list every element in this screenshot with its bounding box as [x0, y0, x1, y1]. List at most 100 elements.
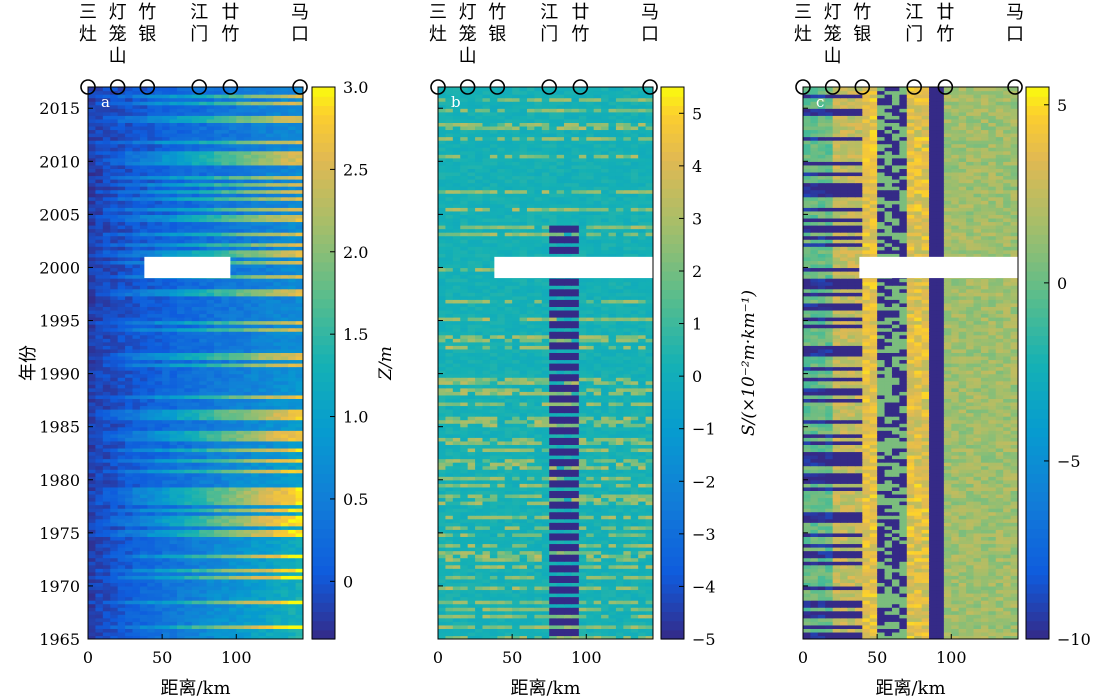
heatmap-cell [273, 175, 282, 180]
heatmap-cell [265, 271, 274, 276]
heatmap-cell [102, 444, 111, 449]
heatmap-cell [273, 412, 282, 417]
heatmap-cell [191, 455, 200, 460]
heatmap-cell [258, 221, 267, 226]
heatmap-cell [132, 274, 141, 279]
heatmap-cell [154, 292, 163, 297]
heatmap-cell [221, 419, 230, 424]
heatmap-cell [280, 154, 289, 159]
heatmap-cell [243, 171, 252, 177]
heatmap-cell [578, 596, 587, 601]
heatmap-cell [110, 271, 119, 276]
heatmap-cell [184, 412, 193, 417]
heatmap-cell [206, 621, 215, 626]
heatmap-cell [184, 87, 193, 92]
heatmap-cell [295, 557, 303, 562]
heatmap-cell [176, 313, 185, 318]
heatmap-cell [206, 313, 215, 318]
heatmap-cell [571, 631, 580, 637]
x-tick-label: 0 [83, 648, 93, 667]
heatmap-cell [102, 133, 111, 138]
heatmap-cell [273, 217, 282, 223]
heatmap-cell [154, 320, 163, 325]
heatmap-cell [295, 564, 303, 569]
heatmap-cell [251, 582, 260, 587]
heatmap-cell [191, 614, 200, 619]
heatmap-cell [288, 472, 297, 477]
heatmap-cell [117, 458, 126, 463]
heatmap-cell [504, 614, 513, 619]
heatmap-cell [280, 263, 289, 269]
heatmap-cell [88, 631, 97, 637]
heatmap-cell [236, 150, 245, 155]
heatmap-cell [273, 561, 282, 566]
heatmap-cell [206, 578, 215, 583]
heatmap-cell [102, 317, 111, 322]
heatmap-cell [184, 196, 193, 201]
heatmap-cell [110, 476, 119, 481]
heatmap-cell [191, 225, 200, 230]
heatmap-cell [147, 359, 156, 364]
heatmap-cell [251, 306, 260, 311]
heatmap-cell [243, 504, 252, 509]
heatmap-cell [497, 596, 506, 601]
heatmap-cell [280, 189, 289, 194]
colorbar-segment [312, 372, 335, 382]
heatmap-cell [265, 143, 274, 148]
heatmap-cell [117, 175, 126, 180]
heatmap-cell [265, 263, 274, 269]
heatmap-cell [586, 621, 595, 626]
heatmap-cell [265, 617, 274, 622]
heatmap-cell [139, 285, 148, 290]
heatmap-cell [228, 529, 237, 534]
heatmap-cell [191, 94, 200, 99]
heatmap-cell [273, 518, 282, 523]
heatmap-cell [102, 582, 111, 587]
heatmap-cell [206, 511, 215, 516]
heatmap-cell [199, 207, 208, 212]
heatmap-cell [273, 108, 282, 113]
heatmap-cell [549, 624, 558, 629]
heatmap-cell [88, 423, 97, 428]
heatmap-cell [132, 419, 141, 424]
heatmap-cell [132, 175, 141, 180]
heatmap-cell [288, 90, 297, 95]
heatmap-cell [251, 260, 260, 265]
heatmap-cell [102, 97, 111, 102]
heatmap-cell [280, 373, 289, 378]
heatmap-cell [102, 550, 111, 555]
heatmap-cell [95, 214, 104, 219]
heatmap-cell [243, 306, 252, 311]
heatmap-cell [125, 539, 134, 545]
heatmap-cell [228, 437, 237, 442]
heatmap-cell [214, 412, 223, 417]
heatmap-cell [221, 437, 230, 442]
heatmap-cell [295, 338, 303, 343]
heatmap-cell [191, 543, 200, 548]
heatmap-cell [623, 631, 632, 637]
heatmap-cell [139, 426, 148, 431]
heatmap-cell [280, 518, 289, 523]
heatmap-cell [154, 235, 163, 240]
heatmap-cell [623, 603, 632, 608]
heatmap-cell [258, 366, 267, 371]
heatmap-cell [102, 253, 111, 258]
heatmap-cell [95, 271, 104, 276]
heatmap-cell [102, 324, 111, 329]
heatmap-cell [184, 575, 193, 580]
heatmap-cell [117, 189, 126, 194]
heatmap-cell [154, 129, 163, 134]
heatmap-cell [601, 614, 610, 619]
heatmap-cell [110, 419, 119, 424]
heatmap-cell [251, 147, 260, 152]
heatmap-cell [117, 635, 126, 639]
heatmap-cell [214, 624, 223, 629]
heatmap-cell [176, 334, 185, 339]
colorbar-segment [312, 261, 335, 272]
heatmap-cell [132, 295, 141, 300]
heatmap-cell [154, 334, 163, 339]
colorbar-segment [312, 307, 335, 318]
heatmap-cell [273, 256, 282, 261]
heatmap-cell [169, 561, 178, 566]
heatmap-cell [169, 161, 178, 166]
